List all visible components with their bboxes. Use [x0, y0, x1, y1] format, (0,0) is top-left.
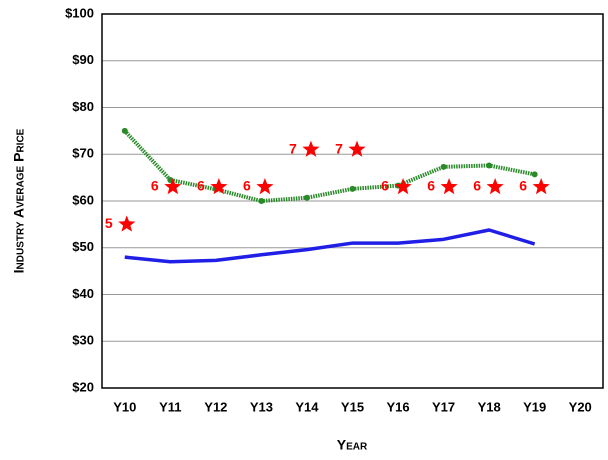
y-tick-label: $30 — [72, 333, 94, 348]
point — [486, 162, 493, 169]
y-tick-label: $40 — [72, 286, 94, 301]
point — [440, 163, 447, 170]
star-label: 6 — [381, 178, 389, 194]
star-label: 6 — [151, 178, 159, 194]
y-axis-title: Industry Average Price — [11, 128, 27, 273]
x-tick-label: Y15 — [341, 399, 364, 414]
star-marker — [486, 177, 504, 195]
x-tick-label: Y16 — [386, 399, 409, 414]
plot-border — [101, 13, 604, 389]
y-tick-label: $90 — [72, 52, 94, 67]
star-marker — [164, 177, 182, 195]
y-tick-label: $70 — [72, 146, 94, 161]
y-tick-label: $80 — [72, 99, 94, 114]
line-series — [123, 129, 536, 203]
x-tick-label: Y11 — [159, 399, 181, 414]
y-tick-label: $100 — [65, 5, 94, 20]
x-tick-label: Y14 — [295, 399, 319, 414]
point — [303, 194, 310, 201]
star-label: 7 — [335, 140, 343, 156]
star-marker — [256, 177, 274, 195]
x-tick-label: Y12 — [204, 399, 227, 414]
x-tick-label: Y18 — [478, 399, 501, 414]
x-tick-label: Y10 — [113, 399, 136, 414]
x-tick-label: Y13 — [250, 399, 273, 414]
x-tick-label: Y20 — [569, 399, 592, 414]
x-tick-label: Y19 — [523, 399, 546, 414]
line-series — [124, 228, 536, 264]
point — [258, 198, 265, 204]
star-marker — [302, 140, 320, 157]
star-label: 6 — [473, 178, 481, 194]
x-tick-label: Y17 — [432, 399, 455, 414]
x-axis-title: Year — [337, 437, 368, 453]
star-marker — [440, 177, 458, 195]
star-label: 7 — [289, 140, 297, 156]
star-label: 6 — [197, 178, 205, 194]
star-label: 6 — [519, 178, 527, 194]
y-tick-label: $20 — [72, 379, 94, 394]
point — [121, 127, 128, 134]
y-tick-label: $50 — [72, 239, 94, 254]
star-label: 6 — [427, 178, 435, 194]
star-marker — [532, 177, 550, 195]
point — [349, 185, 356, 192]
star-label: 5 — [105, 215, 113, 231]
plot-area: 5 6 6 6 7 7 6 6 6 6 — [105, 127, 550, 264]
point — [531, 171, 538, 178]
star-marker — [348, 140, 366, 157]
star-marker — [118, 215, 136, 232]
star-label: 6 — [243, 178, 251, 194]
y-tick-label: $60 — [72, 192, 94, 207]
star-marker — [394, 177, 412, 195]
star-marker — [210, 177, 228, 195]
